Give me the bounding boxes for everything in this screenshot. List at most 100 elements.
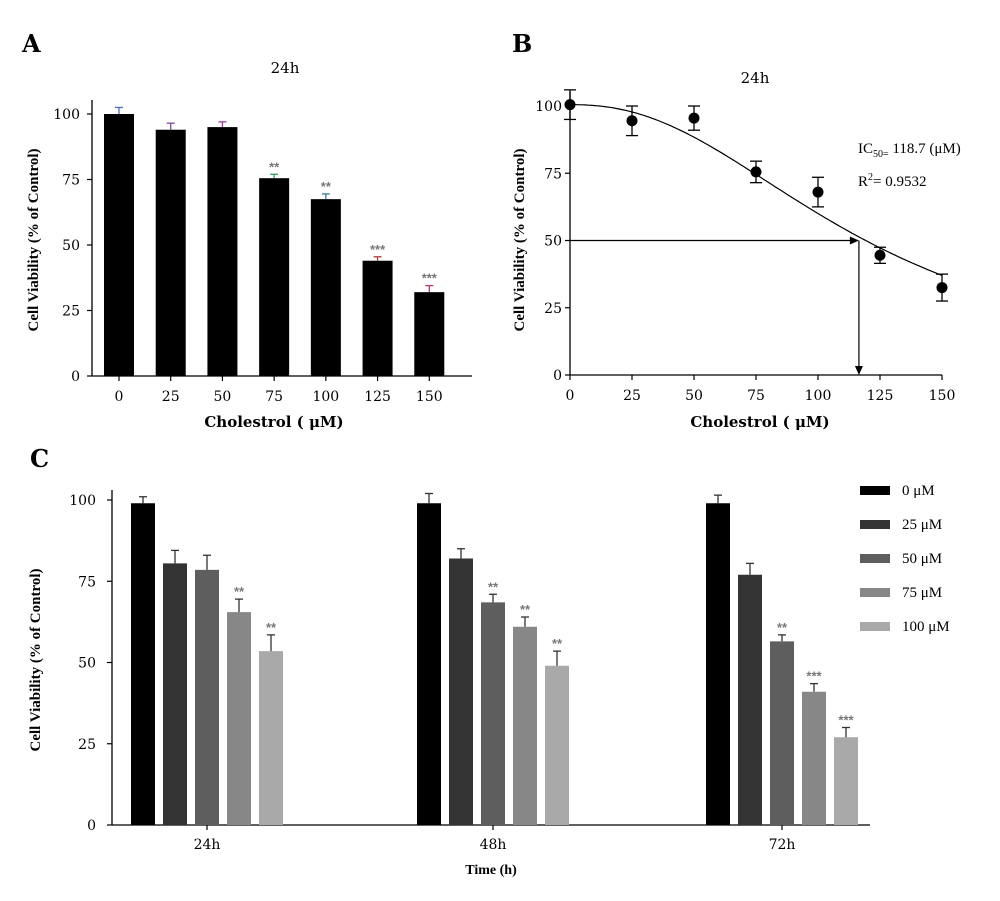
panel-b-ylabel: Cell Viability (% of Control) bbox=[512, 148, 528, 331]
significance-marker: ** bbox=[520, 602, 531, 617]
bar bbox=[417, 503, 441, 825]
panel-a-xtick-label: 0 bbox=[115, 389, 124, 405]
panel-c-ytick-label: 100 bbox=[69, 493, 96, 509]
panel-letter-c: C bbox=[30, 444, 49, 473]
panel-b-xtick-label: 100 bbox=[805, 388, 832, 404]
panel-a-chart: 24h Cell Viability (% of Control) Choles… bbox=[26, 59, 472, 431]
significance-marker: *** bbox=[422, 271, 438, 286]
bar bbox=[738, 574, 762, 825]
r2-annotation: R2= 0.9532 bbox=[858, 172, 926, 190]
data-point bbox=[874, 249, 886, 261]
significance-marker: ** bbox=[234, 584, 245, 599]
data-point bbox=[564, 99, 576, 111]
significance-marker: *** bbox=[806, 669, 822, 684]
bar bbox=[770, 641, 794, 825]
bar bbox=[259, 651, 283, 825]
significance-marker: ** bbox=[321, 179, 332, 194]
panel-b-xlabel: Cholestrol ( μM) bbox=[690, 413, 829, 431]
bar bbox=[802, 691, 826, 825]
data-point bbox=[936, 282, 948, 294]
panel-a-ytick-label: 50 bbox=[62, 238, 80, 254]
significance-marker: ** bbox=[266, 620, 277, 635]
bar bbox=[207, 127, 238, 376]
panel-c-chart: Cell Viability (% of Control) Time (h) 0… bbox=[28, 483, 950, 878]
panel-c-xtick-label: 24h bbox=[194, 837, 221, 853]
significance-marker: ** bbox=[777, 620, 788, 635]
bar bbox=[414, 292, 445, 376]
legend-label: 50 μM bbox=[902, 551, 942, 567]
panel-c-ylabel: Cell Viability (% of Control) bbox=[28, 568, 44, 751]
panel-letter-b: B bbox=[512, 29, 532, 58]
bar bbox=[310, 199, 341, 376]
panel-a-ylabel: Cell Viability (% of Control) bbox=[26, 148, 42, 331]
panel-b-xtick-label: 75 bbox=[747, 388, 765, 404]
panel-a-xtick-label: 75 bbox=[265, 389, 283, 405]
significance-marker: ** bbox=[488, 579, 499, 594]
ic50-arrowhead bbox=[849, 236, 859, 245]
panel-letter-a: A bbox=[21, 29, 41, 58]
panel-a-xtick-label: 25 bbox=[162, 389, 180, 405]
bar bbox=[362, 260, 393, 376]
legend-swatch bbox=[860, 622, 890, 631]
panel-c-ytick-label: 25 bbox=[78, 737, 96, 753]
panel-b-ytick-label: 25 bbox=[544, 301, 562, 317]
data-point bbox=[688, 112, 700, 124]
panel-b-xtick-label: 150 bbox=[929, 388, 956, 404]
legend-swatch bbox=[860, 554, 890, 563]
panel-c-xtick-label: 72h bbox=[769, 837, 796, 853]
panel-b-xtick-label: 125 bbox=[867, 388, 894, 404]
bar bbox=[513, 626, 537, 825]
panel-b-ytick-label: 50 bbox=[544, 234, 562, 250]
legend-swatch bbox=[860, 486, 890, 495]
bar bbox=[706, 503, 730, 825]
bar bbox=[259, 178, 290, 376]
panel-a-xtick-label: 50 bbox=[214, 389, 232, 405]
legend-label: 0 μM bbox=[902, 483, 935, 499]
panel-c-ytick-label: 0 bbox=[87, 818, 96, 834]
panel-a-ytick-label: 0 bbox=[71, 369, 80, 385]
panel-b-xtick-label: 50 bbox=[685, 388, 703, 404]
bar bbox=[545, 665, 569, 825]
bar bbox=[104, 114, 134, 376]
panel-c-ytick-label: 50 bbox=[78, 656, 96, 672]
data-point bbox=[750, 166, 762, 178]
significance-marker: ** bbox=[552, 636, 563, 651]
panel-a-ytick-label: 100 bbox=[53, 107, 80, 123]
data-point bbox=[812, 186, 824, 198]
panel-c-xtick-label: 48h bbox=[480, 837, 507, 853]
fit-curve bbox=[570, 104, 943, 276]
bar bbox=[131, 503, 155, 825]
panel-b-chart: 24h Cell Viability (% of Control) Choles… bbox=[512, 69, 961, 431]
bar bbox=[195, 569, 219, 825]
legend-swatch bbox=[860, 588, 890, 597]
bar bbox=[227, 612, 251, 825]
panel-a-title: 24h bbox=[271, 59, 300, 77]
significance-marker: ** bbox=[269, 159, 280, 174]
bar bbox=[163, 563, 187, 825]
panel-a-ytick-label: 75 bbox=[62, 173, 80, 189]
bar bbox=[481, 602, 505, 825]
panel-b-xtick-label: 25 bbox=[623, 388, 641, 404]
panel-b-ytick-label: 0 bbox=[553, 368, 562, 384]
legend-swatch bbox=[860, 520, 890, 529]
panel-c-legend: 0 μM 25 μM 50 μM 75 μM 100 μM bbox=[860, 483, 950, 635]
bar bbox=[449, 558, 473, 825]
panel-a-ytick-label: 25 bbox=[62, 304, 80, 320]
data-point bbox=[626, 115, 638, 127]
panel-a-xtick-label: 100 bbox=[312, 389, 339, 405]
panel-a-xtick-label: 125 bbox=[364, 389, 391, 405]
panel-b-xtick-label: 0 bbox=[566, 388, 575, 404]
bar bbox=[155, 129, 186, 376]
panel-c-ytick-label: 75 bbox=[78, 574, 96, 590]
panel-b-ytick-label: 75 bbox=[544, 166, 562, 182]
panel-a-xtick-label: 150 bbox=[416, 389, 443, 405]
panel-c-xlabel: Time (h) bbox=[465, 863, 517, 878]
legend-label: 25 μM bbox=[902, 517, 942, 533]
panel-b-ytick-label: 100 bbox=[535, 99, 562, 115]
panel-a-xlabel: Cholestrol ( μM) bbox=[204, 413, 343, 431]
significance-marker: *** bbox=[370, 242, 386, 257]
bar bbox=[834, 737, 858, 825]
panel-b-title: 24h bbox=[741, 69, 770, 87]
ic50-annotation: IC50= 118.7 (μM) bbox=[858, 141, 961, 160]
